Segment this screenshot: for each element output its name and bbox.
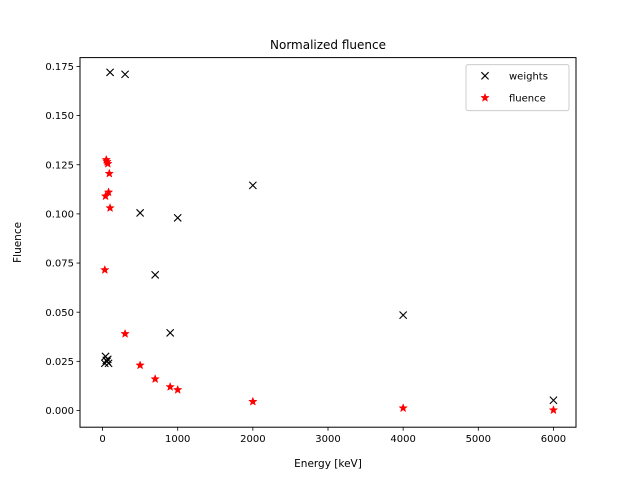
- y-tick-label: 0.125: [45, 160, 74, 171]
- x-tick-label: 2000: [240, 434, 265, 445]
- data-point-weights: [173, 213, 182, 222]
- x-tick-label: 3000: [315, 434, 340, 445]
- data-point-fluence: [120, 328, 130, 338]
- y-axis-label: Fluence: [12, 222, 24, 263]
- data-point-fluence: [100, 191, 111, 201]
- data-point-fluence: [100, 264, 110, 274]
- data-point-weights: [549, 396, 558, 405]
- data-point-fluence: [103, 158, 113, 168]
- series-fluence: [100, 154, 559, 415]
- y-tick-label: 0.075: [45, 259, 74, 270]
- data-point-weights: [136, 208, 145, 217]
- data-point-fluence: [150, 374, 160, 384]
- data-point-weights: [104, 359, 113, 368]
- data-point-weights: [399, 311, 408, 320]
- x-tick-label: 0: [99, 434, 105, 445]
- data-point-weights: [121, 70, 130, 79]
- marks-layer: [100, 68, 559, 415]
- x-tick-label: 1000: [165, 434, 190, 445]
- legend-marker-fluence: [480, 92, 490, 102]
- data-point-fluence: [135, 360, 145, 370]
- data-point-fluence: [248, 396, 258, 406]
- ticks-layer: 0 1000 2000 3000 4000 5000 6000 0.000 0.025 0.050…: [45, 62, 566, 445]
- legend-marker-weights: [481, 71, 489, 80]
- y-tick-label: 0.050: [45, 308, 74, 319]
- y-tick-label: 0.150: [45, 111, 74, 122]
- legend-label-weights: weights: [509, 72, 548, 83]
- data-point-fluence: [103, 187, 114, 197]
- data-point-fluence: [398, 403, 408, 413]
- series-weights: [100, 68, 558, 405]
- legend: weights fluence: [465, 64, 570, 112]
- x-tick-label: 4000: [390, 434, 415, 445]
- x-tick-label: 6000: [541, 434, 566, 445]
- data-point-fluence: [105, 202, 115, 213]
- data-point-weights: [151, 270, 160, 279]
- data-point-weights: [248, 181, 257, 190]
- data-point-fluence: [548, 405, 559, 415]
- y-tick-label: 0.175: [45, 62, 74, 73]
- data-point-weights: [166, 328, 175, 337]
- data-point-fluence: [172, 384, 183, 394]
- chart-title: Normalized fluence: [270, 38, 386, 52]
- y-tick-label: 0.100: [45, 209, 74, 220]
- y-tick-label: 0.025: [45, 357, 74, 368]
- legend-star-marker: [480, 92, 490, 102]
- legend-label-fluence: fluence: [509, 94, 546, 105]
- legend-x-marker: [481, 71, 489, 80]
- x-tick-label: 5000: [466, 434, 491, 445]
- y-tick-label: 0.000: [45, 406, 74, 417]
- data-point-fluence: [165, 381, 175, 391]
- legend-box: [465, 64, 570, 112]
- x-axis-label: Energy [keV]: [294, 458, 362, 470]
- data-point-weights: [106, 68, 115, 77]
- data-point-fluence: [104, 168, 115, 178]
